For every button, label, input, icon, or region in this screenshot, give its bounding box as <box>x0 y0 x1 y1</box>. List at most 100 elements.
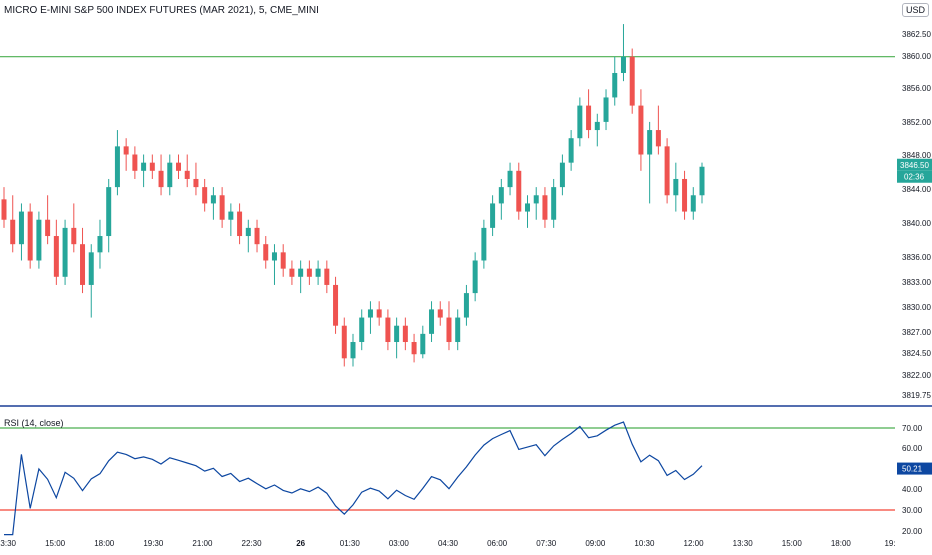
candle-body <box>559 162 565 188</box>
currency-button[interactable]: USD <box>902 3 930 17</box>
current-price-tag <box>897 158 932 171</box>
candle-body <box>298 268 304 277</box>
candle-body <box>27 211 33 261</box>
countdown-value: 02:36 <box>904 173 925 182</box>
candle-body <box>463 293 469 318</box>
candle-body <box>577 105 583 139</box>
candle-body <box>402 325 408 343</box>
candle-body <box>114 146 120 188</box>
rsi-tick-label: 70.00 <box>902 424 923 433</box>
candle-body <box>647 130 653 155</box>
candle-body <box>542 195 548 220</box>
candle-body <box>254 227 260 245</box>
rsi-tick-label: 40.00 <box>902 485 923 494</box>
candle-body <box>699 166 705 196</box>
candle-body <box>271 252 277 261</box>
rsi-current-value: 50.21 <box>902 465 923 474</box>
candle-body <box>455 317 461 343</box>
candle-body <box>516 170 522 212</box>
candle-body <box>367 309 373 318</box>
price-tick-label: 3852.00 <box>902 118 931 127</box>
time-tick-label: 10:30 <box>634 539 655 548</box>
time-tick-label: 12:00 <box>684 539 705 548</box>
candle-body <box>202 187 208 204</box>
candle-body <box>324 268 330 285</box>
time-tick-label: 18:00 <box>831 539 852 548</box>
price-tick-label: 3819.75 <box>902 391 931 400</box>
candle-body <box>62 227 68 277</box>
candle-body <box>176 162 181 171</box>
candle-body <box>210 195 216 204</box>
candle-body <box>158 170 164 188</box>
candle-body <box>45 219 51 237</box>
time-tick-label: 13:30 <box>0 539 17 548</box>
candle-body <box>132 154 138 171</box>
candle-body <box>350 342 356 359</box>
time-tick-label: 01:30 <box>340 539 361 548</box>
candle-body <box>333 284 339 326</box>
candle-body <box>586 105 592 131</box>
price-tick-label: 3844.00 <box>902 185 931 194</box>
price-tick-label: 3830.00 <box>902 303 931 312</box>
candle-body <box>682 178 688 212</box>
candle-body <box>315 268 321 277</box>
candle-body <box>149 162 155 171</box>
candle-body <box>36 219 42 261</box>
candle-body <box>490 203 496 228</box>
candle-body <box>629 56 635 106</box>
candle-body <box>237 211 243 237</box>
candle-body <box>411 342 417 355</box>
candle-body <box>394 325 400 343</box>
rsi-current-tag <box>897 462 932 475</box>
candle-body <box>498 187 504 204</box>
time-tick-label: 15:00 <box>45 539 66 548</box>
candle-body <box>289 268 295 277</box>
price-tick-label: 3822.00 <box>902 371 931 380</box>
candle-body <box>690 195 696 212</box>
rsi-title: RSI (14, close) <box>4 418 64 428</box>
price-tick-label: 3833.00 <box>902 278 931 287</box>
time-tick-label: 19:30 <box>143 539 164 548</box>
candle-body <box>184 170 190 179</box>
candle-body <box>472 260 478 294</box>
candle-body <box>263 244 269 261</box>
rsi-line <box>4 421 703 536</box>
time-tick-label: 04:30 <box>438 539 459 548</box>
candle-body <box>437 309 443 318</box>
candle-body <box>228 211 234 220</box>
time-tick-label: 15:00 <box>782 539 803 548</box>
candle-body <box>306 268 312 277</box>
candle-body <box>280 252 286 269</box>
time-tick-label: 19: <box>884 539 895 548</box>
rsi-tick-label: 30.00 <box>902 506 923 515</box>
candle-body <box>10 219 16 245</box>
candle-body <box>594 121 600 131</box>
candle-body <box>568 138 574 163</box>
rsi-tick-label: 20.00 <box>902 527 923 536</box>
time-tick-label: 07:30 <box>536 539 557 548</box>
candle-body <box>612 72 618 98</box>
candle-body <box>106 187 112 237</box>
candle-body <box>193 178 199 188</box>
candle-body <box>673 178 679 196</box>
candle-body <box>507 170 513 188</box>
candle-body <box>359 317 365 343</box>
time-tick-label: 22:30 <box>242 539 263 548</box>
candle-body <box>219 195 225 220</box>
candle-body <box>167 162 173 188</box>
candle-body <box>446 317 452 343</box>
price-tick-label: 3848.00 <box>902 151 931 160</box>
candle-body <box>376 309 382 318</box>
candle-body <box>533 195 539 204</box>
candle-body <box>603 97 609 122</box>
candle-body <box>97 236 103 253</box>
candle-body <box>18 211 24 245</box>
candle-body <box>80 244 86 285</box>
price-tick-label: 3862.50 <box>902 30 931 39</box>
time-tick-label: 06:00 <box>487 539 508 548</box>
rsi-tick-label: 60.00 <box>902 444 923 453</box>
chart-title: MICRO E-MINI S&P 500 INDEX FUTURES (MAR … <box>4 5 319 16</box>
candle-body <box>551 187 557 220</box>
